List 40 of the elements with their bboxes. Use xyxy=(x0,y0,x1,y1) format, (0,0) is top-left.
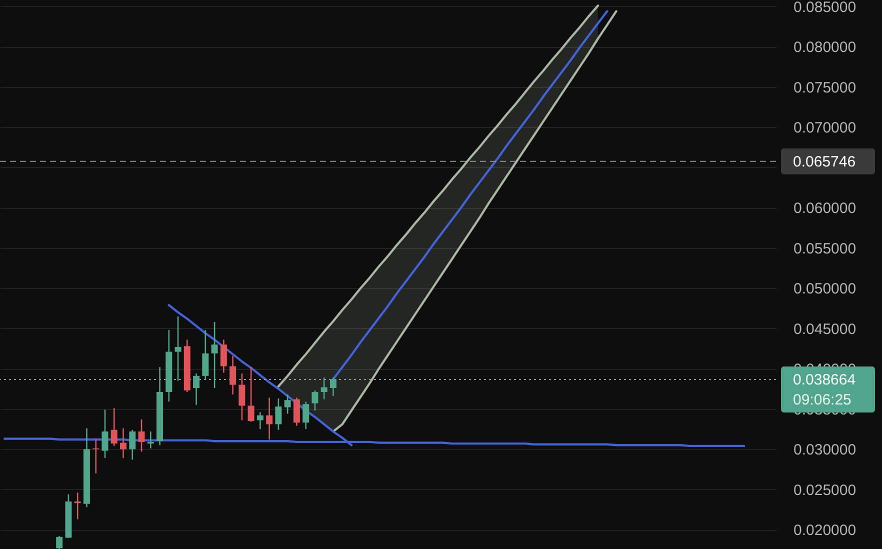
candlestick xyxy=(266,397,273,440)
line-series xyxy=(332,10,618,433)
y-tick-label: 0.060000 xyxy=(794,200,856,218)
candlestick xyxy=(293,397,300,426)
candlestick xyxy=(320,376,328,400)
candlestick xyxy=(330,376,336,397)
candlestick xyxy=(102,409,108,459)
y-tick-label: 0.050000 xyxy=(794,280,856,298)
candlestick xyxy=(56,535,63,549)
candlestick xyxy=(256,412,264,430)
candlestick xyxy=(248,366,254,422)
candlestick xyxy=(74,492,81,520)
y-tick-label: 0.055000 xyxy=(794,240,856,258)
ref-line-label: 0.038664 xyxy=(793,371,856,388)
candlestick xyxy=(211,321,218,389)
y-tick-label: 0.030000 xyxy=(794,442,856,459)
y-tick-label: 0.025000 xyxy=(794,482,856,499)
text: 09:06:25 xyxy=(793,391,852,408)
y-tick-label: 0.070000 xyxy=(794,120,856,137)
candlestick xyxy=(238,372,246,421)
y-tick-label: 0.075000 xyxy=(794,79,856,96)
candlestick xyxy=(220,339,227,374)
candlestick xyxy=(302,401,310,430)
candlestick xyxy=(230,355,236,396)
candlestick xyxy=(312,390,318,412)
candlestick xyxy=(129,429,136,460)
y-tick-label: 0.020000 xyxy=(794,522,856,540)
y-tick-label: 0.045000 xyxy=(794,320,856,338)
candlestick xyxy=(202,329,209,381)
candlestick xyxy=(147,430,154,450)
y-tick-label: 0.085000 xyxy=(794,0,856,16)
candlestick xyxy=(193,372,200,406)
ref-line-label: 0.065746 xyxy=(793,153,856,170)
candlestick xyxy=(138,418,145,452)
candlestick xyxy=(110,407,118,447)
candlestick xyxy=(120,428,126,459)
y-tick-label: 0.080000 xyxy=(794,39,856,56)
candlestick xyxy=(174,316,182,382)
candlestick xyxy=(284,394,291,414)
candlestick xyxy=(275,398,282,431)
